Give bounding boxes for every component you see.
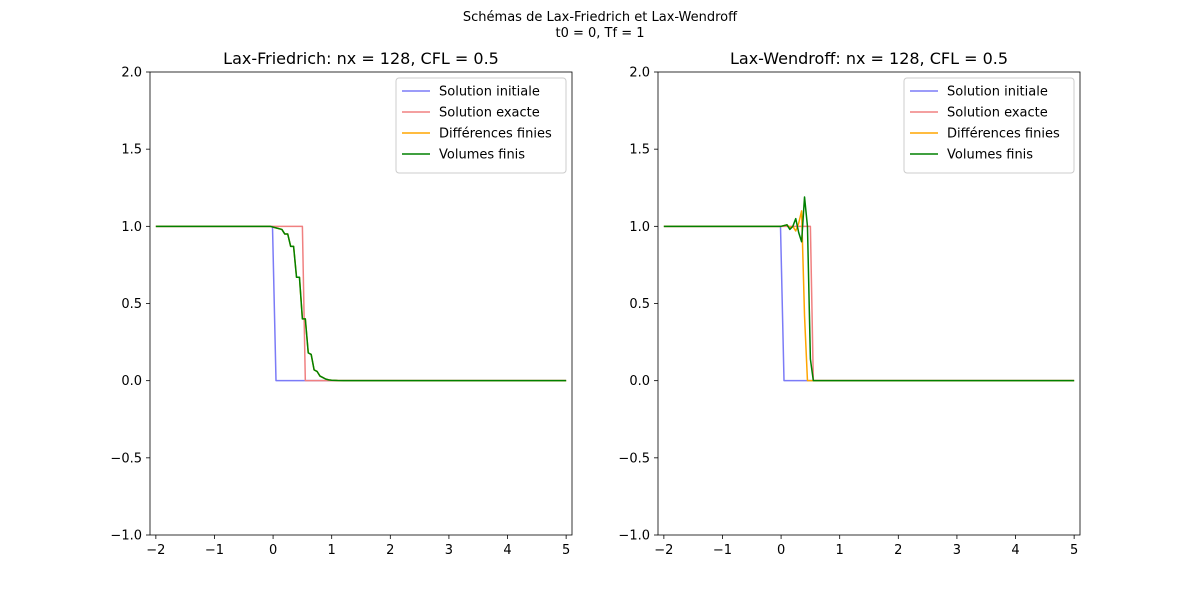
series-group [663,196,1075,382]
legend-box [395,77,567,174]
x-tick-label: 4 [1011,543,1019,558]
legend: Solution initiale Solution exacte Différen… [395,77,567,174]
x-tick-label: −1 [713,543,732,558]
x-tick-label: 3 [445,543,453,558]
series-line-initial [663,225,1075,382]
x-tick-label: 2 [386,543,394,558]
series-line-finite-differences [663,210,1075,382]
x-tick-label: 2 [894,543,902,558]
plot-title: Lax-Wendroff: nx = 128, CFL = 0.5 [730,49,1008,68]
x-tick-label: 1 [328,543,336,558]
y-tick-label: 2.0 [629,66,650,81]
legend-label: Différences finies [947,127,1060,142]
y-tick-label: 0.5 [121,297,142,312]
series-line-finite-volumes [155,225,567,382]
x-tick-label: −1 [205,543,224,558]
y-tick-label: −0.5 [110,451,142,466]
y-tick-label: 2.0 [121,66,142,81]
figure-suptitle: Schémas de Lax-Friedrich et Lax-Wendroff… [0,10,1200,42]
series-line-exact [663,225,1075,382]
y-tick-label: 1.0 [629,220,650,235]
plot-title: Lax-Friedrich: nx = 128, CFL = 0.5 [223,49,499,68]
series-group [155,225,567,382]
y-tick-label: 1.0 [121,220,142,235]
legend-label: Solution exacte [947,106,1048,121]
legend-box [903,77,1075,174]
series-line-finite-volumes [663,196,1075,382]
suptitle-line-1: Schémas de Lax-Friedrich et Lax-Wendroff [462,10,738,25]
suptitle-line-2: t0 = 0, Tf = 1 [555,26,645,41]
legend-label: Différences finies [439,127,552,142]
x-tick-label: 4 [503,543,511,558]
x-tick-label: 0 [777,543,785,558]
legend-label: Solution initiale [439,85,540,100]
y-tick-label: −1.0 [110,529,142,544]
x-tick-label: −2 [146,543,165,558]
legend-label: Solution initiale [947,85,1048,100]
y-tick-label: 0.5 [629,297,650,312]
y-tick-label: 0.0 [121,374,142,389]
legend-label: Volumes finis [439,148,525,163]
y-tick-label: −0.5 [618,451,650,466]
x-tick-label: 0 [269,543,277,558]
legend-label: Solution exacte [439,106,540,121]
y-tick-label: 1.5 [629,143,650,158]
y-tick-label: 0.0 [629,374,650,389]
legend: Solution initiale Solution exacte Différen… [903,77,1075,174]
x-tick-label: 3 [953,543,961,558]
legend-label: Volumes finis [947,148,1033,163]
y-tick-label: 1.5 [121,143,142,158]
axes-frame [657,71,1081,536]
axes-frame [149,71,573,536]
x-tick-label: 1 [836,543,844,558]
x-tick-label: 5 [562,543,570,558]
y-tick-label: −1.0 [618,529,650,544]
x-tick-label: 5 [1070,543,1078,558]
x-tick-label: −2 [654,543,673,558]
